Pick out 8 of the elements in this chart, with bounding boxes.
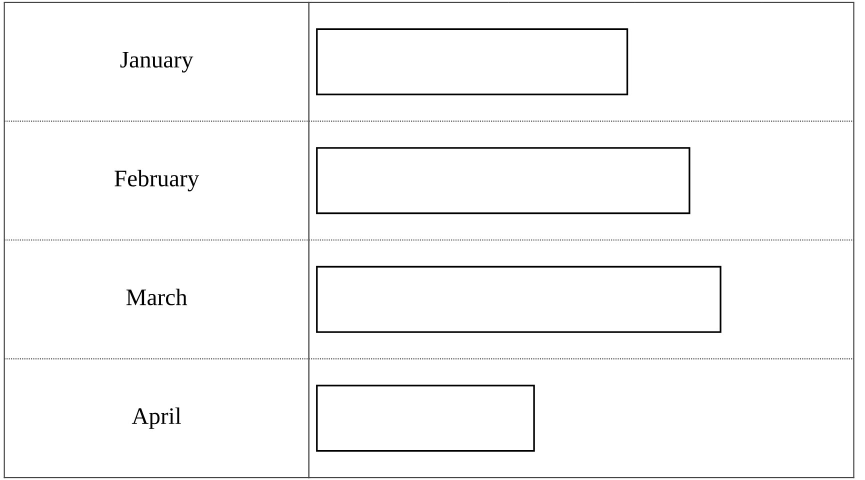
y-tick-label: February: [114, 170, 200, 192]
bar: [316, 28, 628, 96]
bar: [316, 266, 722, 333]
y-tick-label: April: [132, 407, 182, 429]
y-tick-label: January: [120, 52, 194, 73]
y-tick-label: March: [126, 288, 188, 306]
bar: [316, 384, 535, 452]
bar: [316, 147, 690, 214]
